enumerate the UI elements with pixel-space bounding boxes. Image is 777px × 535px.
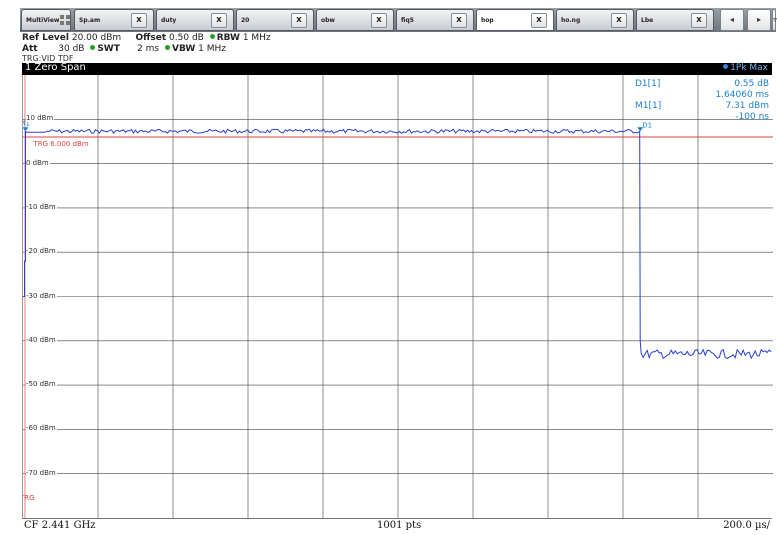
nav-prev-button[interactable]: ◂ <box>720 9 744 31</box>
tab-close-button[interactable]: X <box>291 13 307 28</box>
nav-next-button[interactable]: ▸ <box>747 9 771 31</box>
tab-1[interactable]: Sp.am X <box>74 9 154 31</box>
plot-canvas: M1 D1 TRG 6.000 dBm TRG <box>23 75 773 518</box>
trace-line <box>23 128 772 360</box>
tab-4[interactable]: obw X <box>316 9 394 31</box>
tab-close-button[interactable]: X <box>691 13 707 28</box>
multiview-grid-icon <box>60 15 70 25</box>
trigger-tag: TRG <box>23 494 35 502</box>
tab-5[interactable]: fiq5 X <box>396 9 474 31</box>
rbw-value: 1 MHz <box>242 33 271 43</box>
window-title-bar[interactable]: 1 Zero Span 1Pk Max <box>22 62 772 75</box>
y-tick-label: -60 dBm <box>26 424 57 433</box>
tab-2[interactable]: duty X <box>156 9 234 31</box>
tab-3[interactable]: 20 X <box>236 9 314 31</box>
vbw-label: VBW <box>171 44 196 54</box>
delta-marker-label: D1[1] <box>635 79 661 89</box>
vbw-value: 1 MHz <box>198 44 226 54</box>
offset-label: Offset <box>135 33 167 43</box>
y-tick-label: -50 dBm <box>26 380 57 389</box>
nav-menu-button[interactable]: ▿ <box>772 9 777 31</box>
swt-label: SWT <box>97 44 120 54</box>
ref-level-value: 20.00 dBm <box>71 33 122 43</box>
tab-label: obw <box>321 17 335 24</box>
window-title: 1 Zero Span <box>25 62 86 73</box>
y-tick-label: 10 dBm <box>26 114 55 123</box>
tab-close-button[interactable]: X <box>131 13 147 28</box>
tab-close-button[interactable]: X <box>611 13 627 28</box>
marker-1-time: -100 ns <box>735 112 769 122</box>
tab-8[interactable]: Lbe X <box>636 9 714 31</box>
marker-1-tag: M1 <box>23 119 30 127</box>
sweep-points: 1001 pts <box>377 520 422 531</box>
delta-marker-time: 1.64060 ms <box>715 90 769 100</box>
y-tick-label: -30 dBm <box>26 291 57 300</box>
trace-mode: 1Pk Max <box>730 63 768 73</box>
tab-label: Lbe <box>641 17 654 24</box>
center-frequency: CF 2.441 GHz <box>24 520 96 531</box>
tab-label: fiq5 <box>401 17 414 24</box>
marker-1-triangle <box>23 127 29 132</box>
tab-label: ho.ng <box>561 17 581 24</box>
swt-indicator-icon <box>90 45 96 50</box>
tab-close-button[interactable]: X <box>451 13 467 28</box>
y-tick-label: -70 dBm <box>26 468 57 477</box>
offset-value: 0.50 dB <box>169 33 204 43</box>
tab-close-button[interactable]: X <box>371 13 387 28</box>
tab-close-button[interactable]: X <box>211 13 227 28</box>
y-tick-label: -20 dBm <box>26 247 57 256</box>
tab-7[interactable]: ho.ng X <box>556 9 634 31</box>
trace-indicator-icon <box>723 64 729 69</box>
y-tick-label: -40 dBm <box>26 335 57 344</box>
att-value: 30 dB <box>58 44 85 54</box>
att-label: Att <box>22 44 38 54</box>
tab-0[interactable]: MultiView <box>21 9 71 31</box>
tab-6[interactable]: hop X <box>476 9 554 31</box>
delta-marker-triangle <box>637 127 644 132</box>
vbw-indicator-icon <box>164 45 170 50</box>
rbw-indicator-icon <box>209 34 215 39</box>
delta-marker-tag: D1 <box>642 121 652 129</box>
tab-label: hop <box>481 17 494 24</box>
trace-info: 1Pk Max <box>723 63 768 73</box>
ref-level-label: Ref Level <box>22 33 69 43</box>
marker-1-label: M1[1] <box>635 101 662 111</box>
y-tick-label: 0 dBm <box>26 158 50 167</box>
tab-label: 20 <box>241 17 250 24</box>
tab-label: Sp.am <box>79 17 101 24</box>
tab-label: MultiView <box>26 17 60 24</box>
y-tick-label: -10 dBm <box>26 202 57 211</box>
time-per-division: 200.0 µs/ <box>723 520 770 531</box>
trigger-setting: TRG:VID TDF <box>22 54 74 63</box>
swt-value: 2 ms <box>137 44 160 54</box>
zero-span-plot[interactable]: M1 D1 TRG 6.000 dBm TRG 10 dBm 0 dBm -10 dBm -… <box>22 75 773 518</box>
marker-1-level: 7.31 dBm <box>725 101 769 111</box>
status-footer: CF 2.441 GHz 1001 pts 200.0 µs/ <box>22 518 772 532</box>
measurement-settings: Ref Level 20.00 dBm Offset 0.50 dB RBW 1… <box>22 33 772 61</box>
trigger-level-label: TRG 6.000 dBm <box>32 140 88 148</box>
tab-close-button[interactable]: X <box>531 13 547 28</box>
rbw-label: RBW <box>216 33 240 43</box>
delta-marker-level: 0.55 dB <box>734 79 769 89</box>
tab-label: duty <box>161 17 177 24</box>
